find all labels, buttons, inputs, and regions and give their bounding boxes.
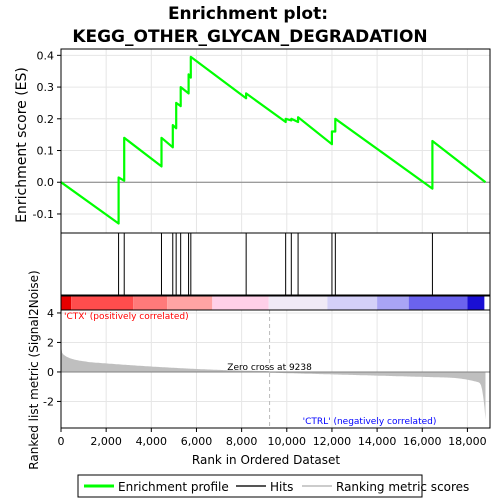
es-ylabel: Enrichment score (ES) <box>14 67 30 223</box>
es-plot-area <box>61 49 490 233</box>
x-tick-label: 2,000 <box>90 435 122 448</box>
heat-band <box>268 296 328 310</box>
x-tick-label: 10,000 <box>268 435 307 448</box>
heat-panel <box>60 295 491 311</box>
heat-band <box>377 296 409 310</box>
x-tick-label: 4,000 <box>136 435 168 448</box>
x-tick-label: 16,000 <box>403 435 442 448</box>
enrichment-profile-line <box>60 55 487 225</box>
metric-tick-label: 2 <box>47 336 54 349</box>
metric-ylabel: Ranked list metric (Signal2Noise) <box>27 270 41 469</box>
legend-enrichment-label: Enrichment profile <box>118 480 229 494</box>
heat-band <box>61 296 72 310</box>
hits-panel <box>60 232 491 296</box>
es-panel: -0.1 0.0 0.1 0.2 0.3 0.4 <box>33 48 491 234</box>
legend-metric-label: Ranking metric scores <box>336 480 469 494</box>
x-tick-label: 6,000 <box>181 435 213 448</box>
x-tick-label: 8,000 <box>226 435 258 448</box>
x-tick-label: 14,000 <box>358 435 397 448</box>
es-tick-label: 0.4 <box>37 49 55 62</box>
positive-correlation-label: 'CTX' (positively correlated) <box>64 312 189 322</box>
x-tick-label: 18,000 <box>448 435 487 448</box>
zero-cross-label: Zero cross at 9238 <box>227 363 312 373</box>
metric-frame <box>60 309 491 429</box>
metric-panel: -2 0 2 4 Zero cross at 9238 'CTX' (positively… <box>43 307 491 448</box>
heat-band <box>71 296 134 310</box>
negative-correlation-label: 'CTRL' (negatively correlated) <box>303 417 437 427</box>
heat-band <box>133 296 168 310</box>
x-tick-label: 0 <box>58 435 65 448</box>
heat-band <box>408 296 468 310</box>
chart-title-line2: KEGG_OTHER_GLYCAN_DEGRADATION <box>72 27 427 47</box>
x-axis-label: Rank in Ordered Dataset <box>192 453 340 467</box>
metric-tick-label: 4 <box>47 307 54 320</box>
es-tick-label: 0.3 <box>37 81 55 94</box>
es-tick-label: 0.0 <box>37 176 55 189</box>
legend: Enrichment profile Hits Ranking metric s… <box>77 474 469 498</box>
hits-frame <box>60 232 491 296</box>
heat-band <box>327 296 378 310</box>
metric-tick-label: 0 <box>47 366 54 379</box>
metric-tick-label: -2 <box>43 395 54 408</box>
x-tick-label: 12,000 <box>313 435 352 448</box>
es-tick-label: -0.1 <box>33 208 54 221</box>
es-tick-label: 0.1 <box>37 145 55 158</box>
legend-hits-label: Hits <box>270 480 293 494</box>
heat-band <box>167 296 213 310</box>
heat-band <box>212 296 269 310</box>
es-tick-label: 0.2 <box>37 113 55 126</box>
chart-title-line1: Enrichment plot: <box>168 4 328 24</box>
heat-band <box>467 296 485 310</box>
